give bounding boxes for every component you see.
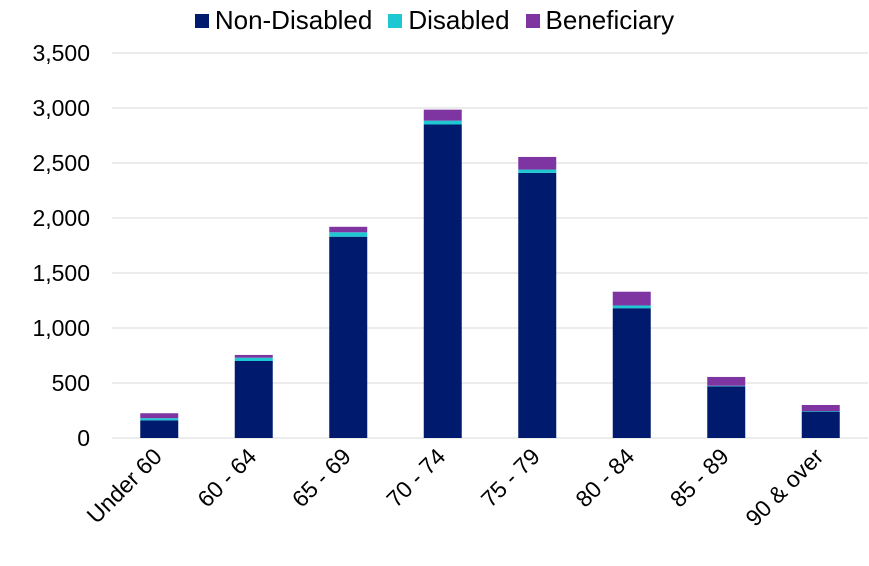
bar-segment-disabled xyxy=(518,169,557,173)
x-tick-label: 85 - 89 xyxy=(665,443,734,512)
bar-segment-non-disabled xyxy=(140,420,179,438)
bar-segment-disabled xyxy=(329,232,368,237)
legend-swatch-disabled xyxy=(388,13,403,28)
bar-segment-beneficiary xyxy=(518,156,557,170)
legend-label-beneficiary: Beneficiary xyxy=(545,5,675,35)
bar-segment-non-disabled xyxy=(423,124,462,438)
legend-label-disabled: Disabled xyxy=(408,5,510,35)
bar-segment-non-disabled xyxy=(801,411,840,438)
bar-segment-beneficiary xyxy=(801,405,840,412)
bar-segment-disabled xyxy=(612,305,651,309)
legend-label-non-disabled: Non-Disabled xyxy=(214,5,373,35)
y-tick-label: 0 xyxy=(77,425,90,451)
bar-segment-disabled xyxy=(140,418,179,421)
y-tick-label: 3,000 xyxy=(32,95,90,121)
y-tick-label: 3,500 xyxy=(32,40,90,66)
bar-segment-disabled xyxy=(801,411,840,412)
x-tick-label: Under 60 xyxy=(81,443,166,528)
y-tick-label: 2,000 xyxy=(32,205,90,231)
bar-segment-beneficiary xyxy=(140,413,179,419)
legend-item-disabled: Disabled xyxy=(388,5,510,36)
x-tick-label: 65 - 69 xyxy=(287,443,356,512)
bar-segment-beneficiary xyxy=(612,291,651,306)
legend-item-beneficiary: Beneficiary xyxy=(525,5,675,36)
legend-swatch-non-disabled xyxy=(194,13,209,28)
bar-segment-disabled xyxy=(234,357,273,361)
bar-segment-beneficiary xyxy=(423,109,462,121)
x-tick-label: 90 & over xyxy=(740,443,828,531)
x-tick-label: 75 - 79 xyxy=(476,443,545,512)
legend-swatch-beneficiary xyxy=(525,13,540,28)
bar-segment-beneficiary xyxy=(329,226,368,233)
y-tick-label: 1,500 xyxy=(32,260,90,286)
bar-segment-beneficiary xyxy=(234,354,273,358)
x-tick-label: 60 - 64 xyxy=(192,443,261,512)
y-tick-label: 500 xyxy=(52,370,90,396)
bar-segment-disabled xyxy=(707,385,746,387)
y-tick-label: 1,000 xyxy=(32,315,90,341)
bar-segment-non-disabled xyxy=(234,361,273,438)
bar-segment-non-disabled xyxy=(329,236,368,438)
legend-item-non-disabled: Non-Disabled xyxy=(194,5,373,36)
y-tick-label: 2,500 xyxy=(32,150,90,176)
bar-segment-non-disabled xyxy=(707,386,746,438)
bar-segment-non-disabled xyxy=(612,308,651,438)
bar-segment-beneficiary xyxy=(707,376,746,386)
bar-segment-disabled xyxy=(423,120,462,125)
x-tick-label: 70 - 74 xyxy=(381,443,450,512)
x-tick-label: 80 - 84 xyxy=(570,443,639,512)
bar-segment-non-disabled xyxy=(518,172,557,438)
chart-legend: Non-Disabled Disabled Beneficiary xyxy=(0,5,869,36)
